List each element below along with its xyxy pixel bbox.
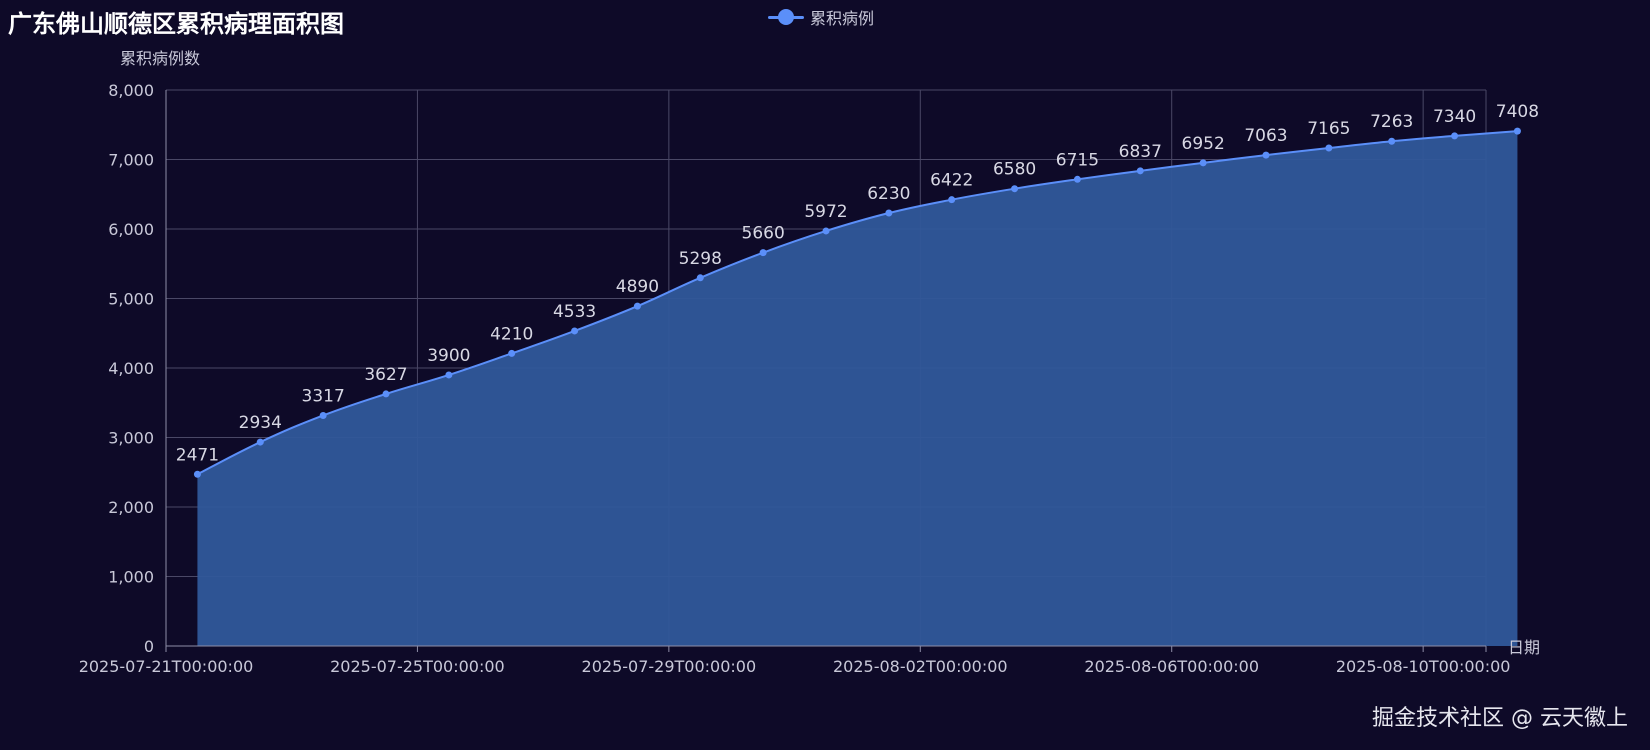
data-label: 7263 <box>1370 112 1413 132</box>
data-label: 4533 <box>553 302 596 322</box>
data-point <box>319 411 327 419</box>
data-point <box>1451 132 1459 140</box>
data-point <box>508 349 516 357</box>
data-label: 6422 <box>930 171 973 191</box>
data-point <box>759 249 767 257</box>
y-tick-label: 7,000 <box>108 151 154 170</box>
data-point <box>822 227 830 235</box>
data-point <box>256 438 264 446</box>
data-labels-layer: 2471 2934 3317 3627 3900 4210 4533 4890 5298 5660… <box>176 102 1539 465</box>
legend[interactable]: 累积病例 <box>768 6 874 28</box>
data-point <box>1073 175 1081 183</box>
data-point <box>1136 167 1144 175</box>
x-tick-label: 2025-07-25T00:00:00 <box>330 657 505 676</box>
data-label: 7340 <box>1433 107 1476 127</box>
y-tick-label: 1,000 <box>108 568 154 587</box>
points-layer <box>193 127 1521 478</box>
data-point <box>445 371 453 379</box>
y-tick-label: 6,000 <box>108 220 154 239</box>
data-point <box>885 209 893 217</box>
data-label: 7408 <box>1496 102 1539 122</box>
data-point <box>1325 144 1333 152</box>
data-label: 7165 <box>1307 119 1350 139</box>
y-tick-label: 5,000 <box>108 290 154 309</box>
data-point <box>633 302 641 310</box>
data-label: 5972 <box>804 202 847 222</box>
data-label: 6230 <box>867 184 910 204</box>
data-point <box>1513 127 1521 135</box>
data-point <box>696 274 704 282</box>
x-tick-label: 2025-08-10T00:00:00 <box>1336 657 1511 676</box>
data-label: 6715 <box>1056 150 1099 170</box>
data-label: 3627 <box>364 365 407 385</box>
data-label: 6952 <box>1182 134 1225 154</box>
y-tick-label: 8,000 <box>108 81 154 100</box>
data-label: 5298 <box>679 249 722 269</box>
x-tick-label: 2025-08-06T00:00:00 <box>1084 657 1259 676</box>
y-tick-label: 0 <box>144 637 154 656</box>
y-tick-label: 4,000 <box>108 359 154 378</box>
data-point <box>193 470 201 478</box>
data-label: 2934 <box>239 413 282 433</box>
x-tick-label: 2025-07-21T00:00:00 <box>79 657 254 676</box>
data-label: 4890 <box>616 277 659 297</box>
x-tick-label: 2025-08-02T00:00:00 <box>833 657 1008 676</box>
y-axis-label: 累积病例数 <box>120 49 201 68</box>
data-point <box>382 390 390 398</box>
data-label: 6837 <box>1119 142 1162 162</box>
data-point <box>571 327 579 335</box>
data-point <box>948 196 956 204</box>
data-label: 3317 <box>302 386 345 406</box>
axis-layer: 0 1,000 2,000 3,000 4,000 5,000 6,000 7,000 8,00… <box>79 81 1511 676</box>
series-area <box>197 131 1518 647</box>
data-point <box>1199 159 1207 167</box>
data-label: 3900 <box>427 346 470 366</box>
legend-label: 累积病例 <box>810 9 875 28</box>
watermark: 掘金技术社区 @ 云天徽上 <box>1372 706 1628 731</box>
chart-title: 广东佛山顺德区累积病理面积图 <box>8 10 344 38</box>
data-label: 2471 <box>176 445 219 465</box>
y-tick-label: 3,000 <box>108 429 154 448</box>
data-label: 6580 <box>993 160 1036 180</box>
data-point <box>1011 185 1019 193</box>
data-point <box>1388 137 1396 145</box>
legend-swatch-icon <box>768 9 804 25</box>
data-label: 5660 <box>742 224 785 244</box>
x-tick-label: 2025-07-29T00:00:00 <box>582 657 757 676</box>
data-label: 4210 <box>490 324 533 344</box>
data-point <box>1262 151 1270 159</box>
data-label: 7063 <box>1244 126 1287 146</box>
y-tick-label: 2,000 <box>108 498 154 517</box>
x-axis-label: 日期 <box>1508 638 1541 657</box>
